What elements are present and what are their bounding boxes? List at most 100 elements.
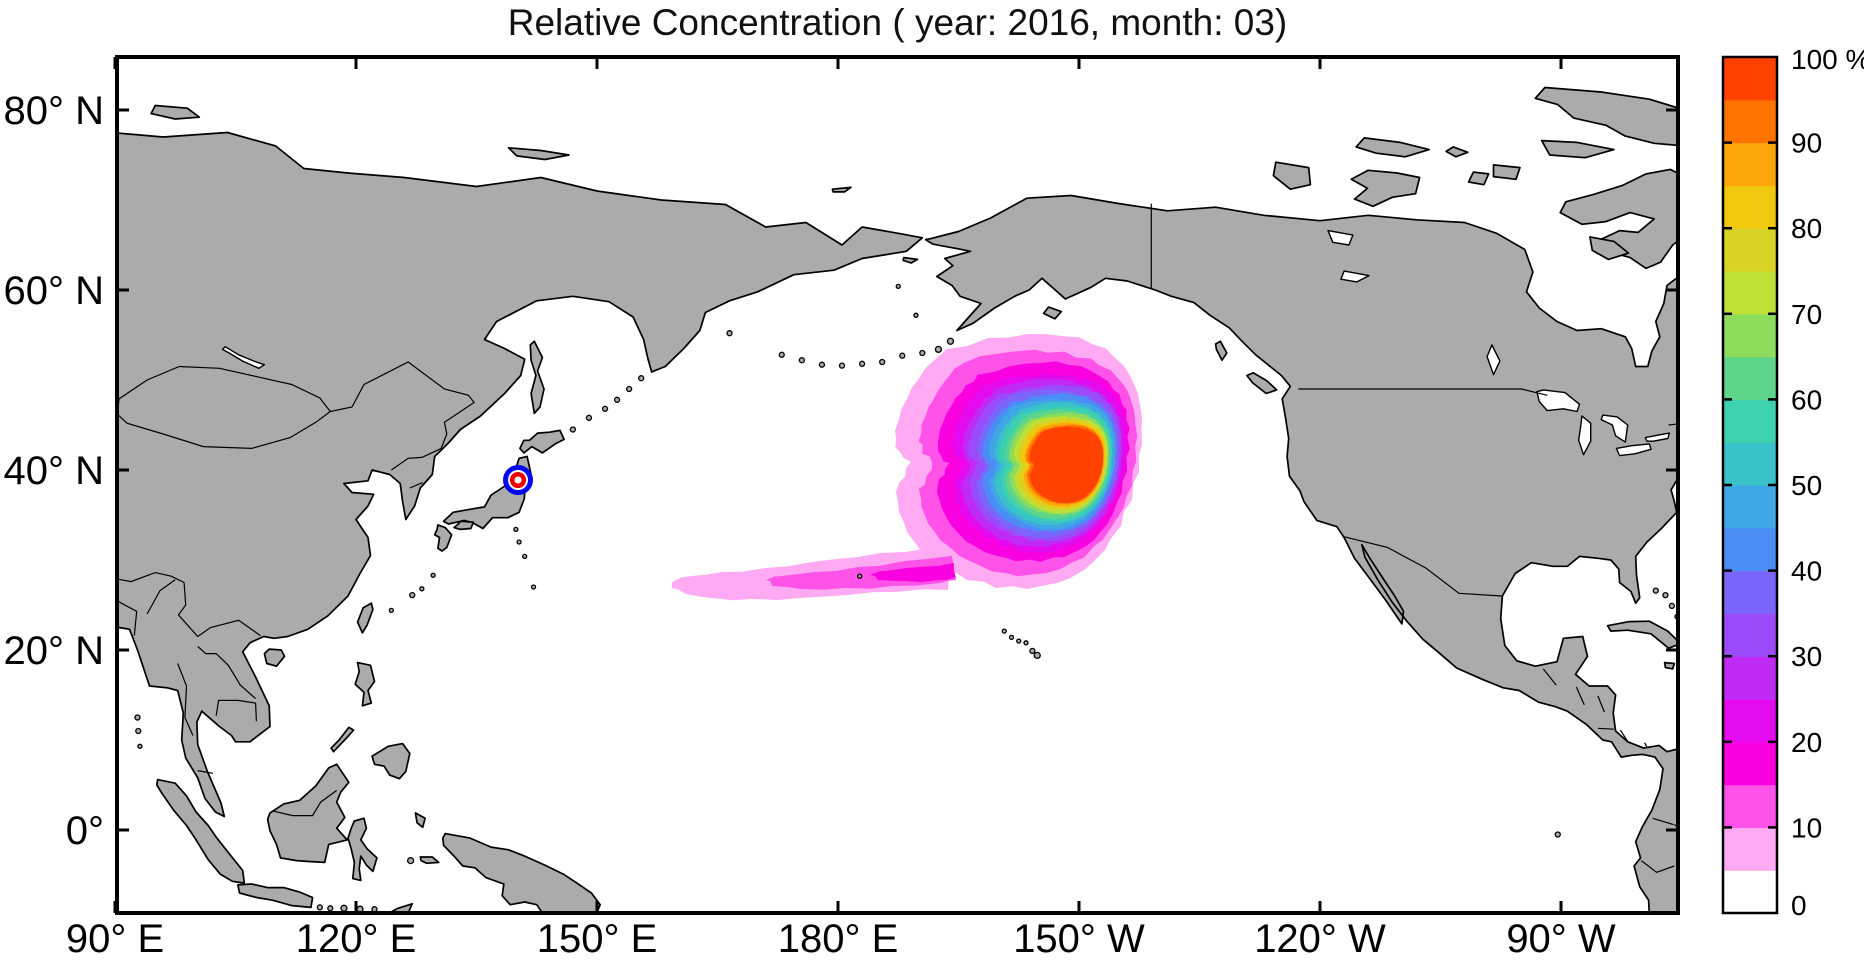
landmass-cuba <box>1606 620 1678 650</box>
small-island <box>1652 587 1659 594</box>
colorbar-block <box>1723 656 1777 700</box>
y-axis-label: 60° N <box>4 269 105 313</box>
landmass-severnaya-zemlya <box>150 104 201 120</box>
small-island <box>838 362 846 369</box>
small-island <box>1662 591 1669 599</box>
landmass-prince-of-wales-island <box>1467 171 1490 186</box>
colorbar-block <box>1723 613 1777 657</box>
colorbar-tick-label: 60 <box>1791 384 1822 415</box>
colorbar-tick-label: 20 <box>1791 727 1822 758</box>
lake-erie <box>1615 443 1652 457</box>
country-border <box>146 579 176 615</box>
great-bear-lake <box>1327 229 1354 246</box>
landmass-ellesmere <box>1534 86 1678 147</box>
x-axis-label: 120° E <box>296 917 417 961</box>
small-island <box>913 312 919 318</box>
landmass-victoria-island <box>1350 169 1421 208</box>
landmass-north-america <box>924 194 1678 913</box>
small-island <box>946 337 955 345</box>
country-border <box>390 447 442 471</box>
small-island <box>419 586 425 592</box>
lake-huron <box>1600 414 1629 443</box>
figure-title: Relative Concentration ( year: 2016, mon… <box>507 2 1288 43</box>
y-axis-label: 40° N <box>4 449 105 493</box>
country-border <box>197 770 214 774</box>
country-border <box>197 645 256 700</box>
colorbar-tick-label: 0 <box>1791 890 1807 921</box>
colorbar-block <box>1723 99 1777 144</box>
small-island <box>513 526 519 533</box>
country-border <box>1298 388 1548 396</box>
colorbar-tick-label: 30 <box>1791 641 1822 672</box>
landmass-hokkaido <box>519 429 565 454</box>
lake-michigan <box>1577 415 1592 456</box>
colorbar-tick-label: 100 % <box>1791 44 1864 75</box>
landmass-bathurst-island <box>1445 146 1469 158</box>
small-island <box>1554 831 1561 838</box>
landmass-sulawesi <box>347 817 378 882</box>
small-island <box>818 361 826 368</box>
landmass-new-guinea <box>441 832 602 913</box>
lake-winnipeg <box>1486 344 1501 376</box>
plume-contour-band <box>1029 426 1104 504</box>
colorbar-block <box>1723 699 1777 743</box>
landmass-timor <box>387 902 414 913</box>
small-island <box>726 330 733 337</box>
small-island <box>340 904 348 912</box>
landmass-banks-island <box>1272 161 1312 191</box>
landmass-shikoku <box>453 520 475 531</box>
small-island <box>1008 634 1015 641</box>
landmass-mindanao <box>371 742 411 780</box>
lake-superior <box>1536 389 1581 413</box>
small-island <box>638 375 645 382</box>
small-island <box>388 607 394 614</box>
great-slave-lake <box>1340 270 1370 283</box>
small-island <box>1001 628 1007 634</box>
small-island <box>857 573 863 579</box>
small-island <box>1033 651 1041 660</box>
small-island <box>316 904 323 911</box>
small-island <box>778 351 785 358</box>
x-axis-label: 90° W <box>1506 917 1616 961</box>
colorbar-block <box>1723 142 1777 186</box>
axis-labels: 90° E 120° E 150° E 180° E 150° W 120° W 90° W… <box>4 89 1616 961</box>
country-border <box>1542 668 1557 686</box>
small-island <box>137 743 143 749</box>
small-island <box>601 405 609 412</box>
small-island <box>135 727 142 735</box>
small-island <box>899 352 906 359</box>
colorbar-tick-label: 70 <box>1791 299 1822 330</box>
landmass-somerset-island <box>1492 164 1521 181</box>
small-island <box>934 345 943 354</box>
colorbar-block <box>1723 527 1777 572</box>
country-border <box>117 599 138 636</box>
small-island <box>430 572 436 578</box>
colorbar-block <box>1723 784 1777 828</box>
small-island <box>522 553 528 560</box>
colorbar-block <box>1723 827 1777 871</box>
country-border <box>177 663 194 736</box>
colorbar-block <box>1723 741 1777 786</box>
country-border <box>117 365 332 450</box>
colorbar-block <box>1723 442 1777 486</box>
plume-tail-band <box>870 563 956 583</box>
landmass-new-siberian-islands <box>507 146 570 161</box>
lake-baikal <box>221 346 266 369</box>
country-border <box>1597 727 1615 730</box>
small-island <box>371 906 378 913</box>
small-island <box>919 349 926 357</box>
landmass-borneo <box>266 763 350 864</box>
colorbar-block <box>1723 271 1777 315</box>
small-island <box>134 714 141 721</box>
country-border <box>409 482 423 489</box>
x-axis-label: 90° E <box>66 917 164 961</box>
y-axis-label: 0° <box>66 809 104 853</box>
y-axis-label: 20° N <box>4 629 105 673</box>
colorbar-tick-label: 40 <box>1791 556 1822 587</box>
country-border <box>1619 729 1630 744</box>
y-axis-label: 80° N <box>4 89 105 133</box>
country-border <box>330 361 475 449</box>
landmass-hainan <box>263 648 286 668</box>
x-axis-label: 150° W <box>1013 917 1145 961</box>
